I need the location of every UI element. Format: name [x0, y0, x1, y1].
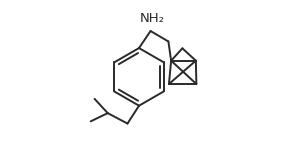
Text: NH₂: NH₂	[140, 12, 165, 25]
